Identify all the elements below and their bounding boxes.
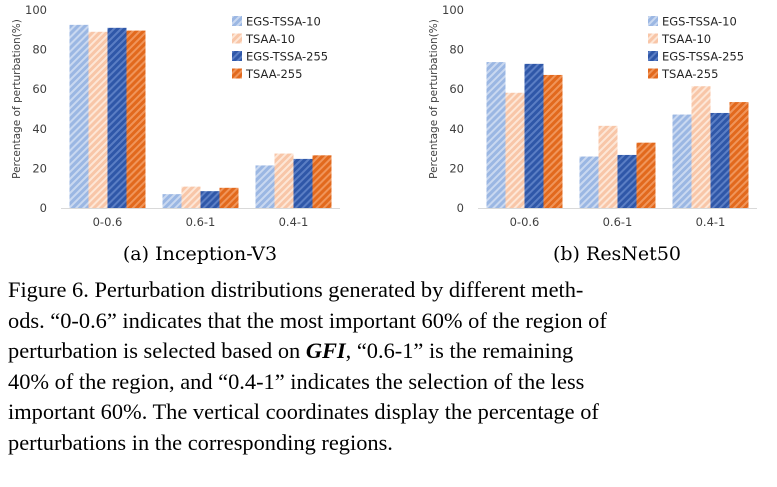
x-category-label: 0.4-1 <box>696 215 726 229</box>
legend-label: EGS-TSSA-255 <box>662 50 744 64</box>
bar-tsaa-255-0-0.6 <box>543 74 563 208</box>
x-category-label: 0.6-1 <box>603 215 633 229</box>
bar-egs-tssa-255-0.6-1 <box>200 191 220 208</box>
legend-swatch <box>648 51 658 61</box>
bar-egs-tssa-255-0.4-1 <box>293 158 313 208</box>
caption-line-2: ods. “0-0.6” indicates that the most imp… <box>8 307 607 333</box>
y-tick-label: 80 <box>32 43 47 57</box>
bar-tsaa-10-0.6-1 <box>598 125 618 208</box>
y-tick-label: 100 <box>442 3 464 17</box>
x-category-label: 0-0.6 <box>510 215 540 229</box>
y-tick-label: 20 <box>32 161 47 175</box>
caption-line-3: perturbation is selected based on GFI, “… <box>8 336 763 367</box>
y-tick-label: 20 <box>449 161 464 175</box>
bar-tsaa-10-0.4-1 <box>274 153 294 208</box>
legend-swatch <box>648 16 658 26</box>
y-tick-label: 60 <box>449 82 464 96</box>
y-tick-label: 80 <box>449 43 464 57</box>
legend-label: TSAA-10 <box>661 32 711 46</box>
legend-swatch <box>232 33 242 44</box>
y-tick-label: 0 <box>40 201 47 215</box>
bar-egs-tssa-255-0-0.6 <box>107 27 127 208</box>
legend-label: EGS-TSSA-10 <box>246 15 321 29</box>
chart-subcaption: (b) ResNet50 <box>553 243 681 265</box>
caption-line-1: Figure 6. Perturbation distributions gen… <box>8 277 584 302</box>
y-tick-label: 60 <box>32 82 47 96</box>
bar-egs-tssa-255-0.4-1 <box>710 112 730 208</box>
bar-egs-tssa-255-0.6-1 <box>617 154 637 208</box>
y-axis-title: Percentage of perturbation(%) <box>11 19 23 179</box>
caption-line-3-post: , “0.6-1” is the remaining <box>345 338 574 364</box>
y-axis-title: Percentage of perturbation(%) <box>428 19 440 179</box>
y-tick-label: 40 <box>32 122 47 136</box>
caption-line-4: 40% of the region, and “0.4-1” indicates… <box>8 368 585 394</box>
legend-label: TSAA-255 <box>661 67 718 81</box>
caption-line-5: important 60%. The vertical coordinates … <box>8 399 599 425</box>
x-category-label: 0.4-1 <box>279 215 309 229</box>
bar-tsaa-255-0.6-1 <box>636 142 656 208</box>
bar-tsaa-255-0-0.6 <box>126 30 146 209</box>
bar-tsaa-255-0.4-1 <box>312 155 332 208</box>
bar-tsaa-255-0.6-1 <box>219 187 239 208</box>
bar-egs-tssa-10-0-0.6 <box>69 24 89 208</box>
bar-tsaa-255-0.4-1 <box>729 102 749 208</box>
bar-egs-tssa-10-0.6-1 <box>162 194 182 208</box>
legend-label: TSAA-10 <box>245 32 295 46</box>
figure-caption: Figure 6. Perturbation distributions gen… <box>8 275 763 459</box>
bar-tsaa-10-0.6-1 <box>181 186 201 208</box>
legend-label: EGS-TSSA-10 <box>662 15 737 29</box>
y-tick-label: 100 <box>25 3 47 17</box>
caption-line-6: perturbations in the corresponding regio… <box>8 429 393 455</box>
legend-swatch <box>232 16 242 26</box>
legend-swatch <box>648 68 658 79</box>
x-category-label: 0-0.6 <box>93 215 123 229</box>
caption-line-3-pre: perturbation is selected based on <box>8 338 306 364</box>
bar-tsaa-10-0-0.6 <box>88 31 108 209</box>
legend-label: EGS-TSSA-255 <box>246 50 328 64</box>
legend-label: TSAA-255 <box>245 67 302 81</box>
bar-tsaa-10-0.4-1 <box>691 86 711 208</box>
bar-egs-tssa-10-0-0.6 <box>486 62 506 208</box>
legend-swatch <box>648 33 658 44</box>
legend-swatch <box>232 51 242 61</box>
y-tick-label: 0 <box>457 201 464 215</box>
bar-egs-tssa-255-0-0.6 <box>524 63 544 208</box>
y-tick-label: 40 <box>449 122 464 136</box>
chart-subcaption: (a) Inception-V3 <box>123 243 277 265</box>
x-category-label: 0.6-1 <box>186 215 216 229</box>
bar-tsaa-10-0-0.6 <box>505 92 525 208</box>
caption-gfi-term: GFI <box>305 338 346 364</box>
bar-egs-tssa-10-0.6-1 <box>579 156 599 208</box>
legend-swatch <box>232 68 242 79</box>
bar-egs-tssa-10-0.4-1 <box>255 165 275 208</box>
bar-egs-tssa-10-0.4-1 <box>672 114 692 208</box>
